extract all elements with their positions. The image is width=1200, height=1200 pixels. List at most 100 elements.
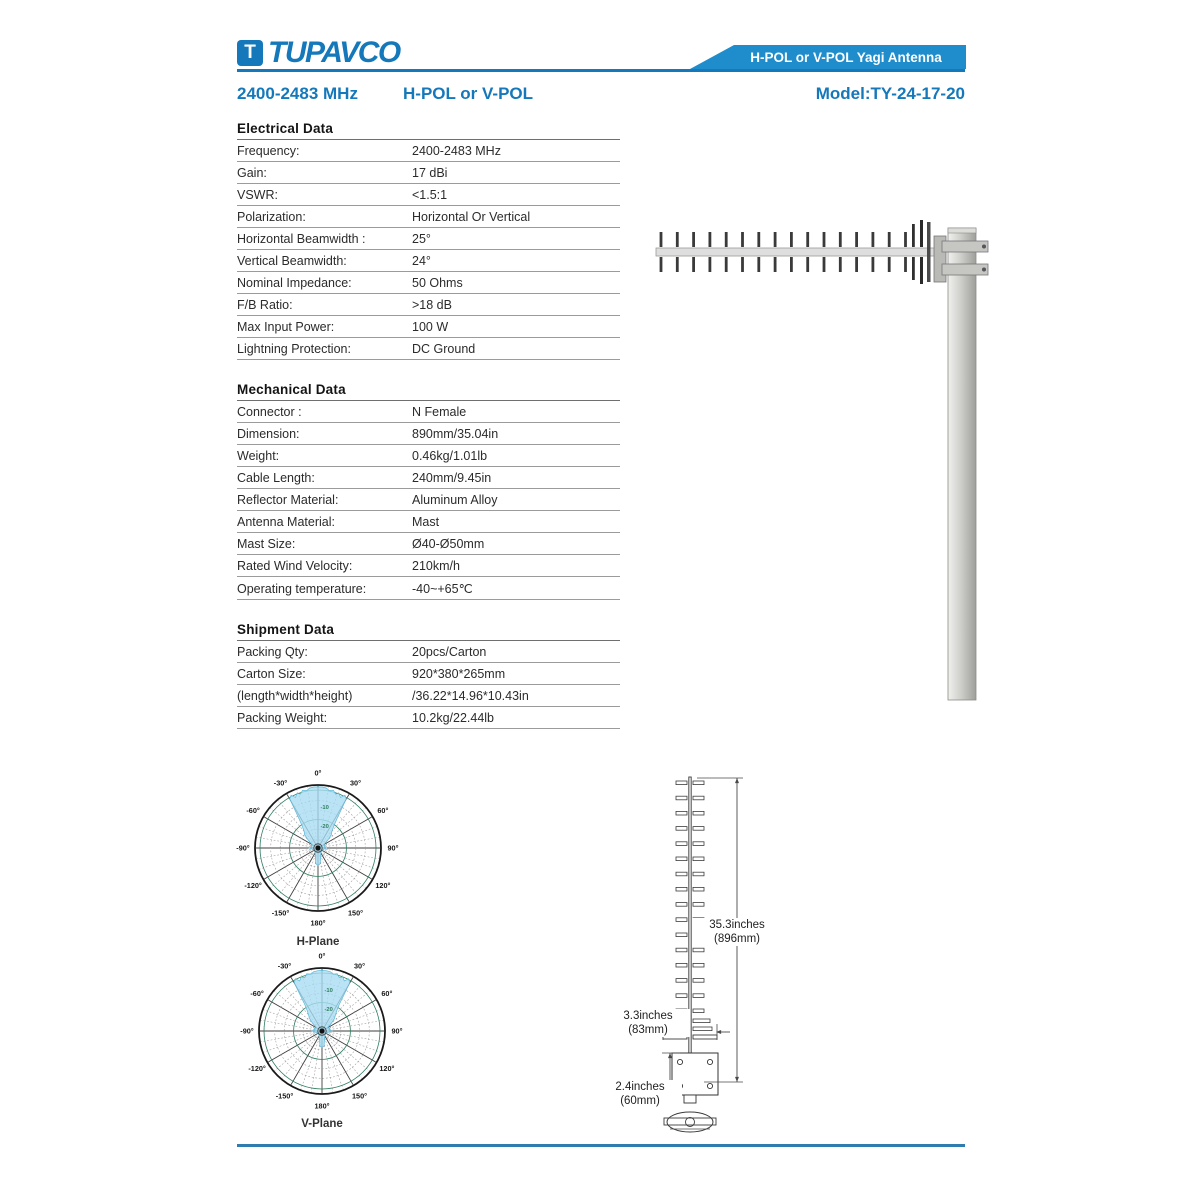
spec-row: (length*width*height)/36.22*14.96*10.43i…	[237, 684, 620, 707]
director-element	[904, 257, 907, 272]
director-element	[692, 257, 695, 272]
angle-label: -90°	[240, 1026, 254, 1035]
spec-row: Cable Length: 240mm/9.45in	[237, 466, 620, 489]
director-element	[871, 257, 875, 272]
angle-label: 120°	[379, 1064, 394, 1073]
spec-label: Rated Wind Velocity:	[237, 554, 412, 577]
director-element	[708, 257, 712, 272]
dim-arrowhead	[735, 778, 739, 784]
spec-value: DC Ground	[412, 337, 620, 360]
spec-value: 0.46kg/1.01lb	[412, 444, 620, 467]
drawing-director	[675, 993, 688, 998]
spec-label: Gain:	[237, 161, 412, 184]
drawing-driven	[692, 1018, 711, 1023]
spec-label: Packing Qty:	[237, 640, 412, 663]
polar-gridline	[260, 1030, 323, 1043]
spec-label: Cable Length:	[237, 466, 412, 489]
polar-gridline	[259, 826, 319, 849]
director-element	[887, 232, 891, 247]
spec-label: Packing Weight:	[237, 706, 412, 729]
director-element	[806, 257, 810, 272]
dimension-width-mm: (83mm)	[628, 1024, 668, 1036]
spec-row: Carton Size: 920*380*265mm	[237, 662, 620, 685]
director-element	[855, 232, 858, 247]
dimension-mount-label: 2.4inches (60mm)	[598, 1080, 682, 1108]
polar-outer-ring	[258, 967, 386, 1095]
polar-gridline	[317, 847, 366, 889]
spec-value: 10.2kg/22.44lb	[412, 706, 620, 729]
spec-section-shipment-data: Shipment Data Packing Qty: 20pcs/Carton Car…	[237, 622, 620, 729]
dimension-width-label: 3.3inches (83mm)	[606, 1009, 690, 1037]
spec-label: F/B Ratio:	[237, 293, 412, 316]
ring-db-label: -10	[321, 805, 329, 811]
spec-label: Lightning Protection:	[237, 337, 412, 360]
polar-gridline	[277, 800, 319, 849]
drawing-director	[675, 871, 688, 877]
director-element	[855, 257, 858, 272]
angle-label: 30°	[350, 779, 361, 788]
spec-value: <1.5:1	[412, 183, 620, 206]
polar-gridline	[317, 847, 350, 902]
angle-label: 180°	[314, 1101, 329, 1110]
director-element	[838, 232, 842, 247]
director-element	[675, 232, 679, 247]
header-rule	[237, 69, 965, 72]
drawing-director	[675, 902, 688, 907]
drawing-director	[675, 962, 688, 968]
director-element	[692, 232, 695, 247]
spec-row: Frequency: 2400-2483 MHz	[237, 139, 620, 162]
director-element	[675, 257, 679, 272]
spec-table: Frequency: 2400-2483 MHz Gain: 17 dBi VSWR: <…	[237, 139, 620, 360]
polar-outer-ring	[254, 784, 382, 912]
mast-clamp	[941, 240, 989, 253]
v-plane-caption: V-Plane	[301, 1118, 343, 1130]
h-plane-polar-plot: -10 -20 0° 30° 60° 90° 120° 150° 180° -150° -120° -…	[236, 768, 398, 927]
dim-arrowhead	[668, 1053, 672, 1059]
polar-ring	[302, 1011, 342, 1051]
drawing-director	[692, 841, 705, 846]
drawing-clamp-ellipse	[666, 1111, 714, 1133]
antenna-dimension-drawing	[650, 776, 743, 1133]
spec-value: 2400-2483 MHz	[412, 139, 620, 162]
brand-wordmark: TUPAVCO	[268, 36, 401, 69]
spec-label: Weight:	[237, 444, 412, 467]
director-element	[790, 257, 793, 272]
polar-gridline	[317, 847, 330, 910]
drawing-director	[675, 780, 688, 785]
reflector-plate	[927, 222, 931, 282]
polar-gridline	[321, 1030, 363, 1079]
spec-value: 20pcs/Carton	[412, 640, 620, 663]
angle-label: -120°	[248, 1064, 266, 1073]
polar-ring	[270, 800, 366, 896]
spec-row: Reflector Material: Aluminum Alloy	[237, 488, 620, 511]
spec-section-electrical-data: Electrical Data Frequency: 2400-2483 MHz Ga…	[237, 121, 620, 360]
spec-value: /36.22*14.96*10.43in	[412, 684, 620, 707]
polar-gridline	[317, 807, 366, 849]
angle-label: 60°	[381, 989, 392, 998]
center-dot	[315, 845, 321, 851]
polar-gridline	[264, 847, 319, 880]
angle-label: -120°	[244, 881, 262, 890]
section-title: Shipment Data	[237, 622, 335, 637]
drawing-connector-tab	[683, 1094, 697, 1104]
spec-label: Max Input Power:	[237, 315, 412, 338]
director-element	[773, 257, 777, 272]
antenna-boom	[655, 247, 941, 257]
dimension-overall-mm: (896mm)	[713, 933, 760, 945]
polar-gridline	[274, 990, 323, 1032]
drawing-screw	[706, 1058, 714, 1066]
polar-gridline	[274, 1030, 323, 1072]
model-number: Model:TY-24-17-20	[815, 84, 965, 103]
center-ring	[317, 1026, 327, 1036]
spec-row: Polarization: Horizontal Or Vertical	[237, 205, 620, 228]
spec-row: Weight: 0.46kg/1.01lb	[237, 444, 620, 467]
drawing-director	[692, 871, 705, 877]
spec-label: (length*width*height)	[237, 684, 412, 707]
mast-pole	[947, 227, 977, 701]
director-element	[806, 232, 810, 247]
angle-label: -30°	[278, 962, 292, 971]
spec-label: Vertical Beamwidth:	[237, 249, 412, 272]
ring-db-label: -20	[325, 1007, 333, 1013]
drawing-director	[692, 993, 705, 998]
polar-gridline	[277, 847, 319, 896]
